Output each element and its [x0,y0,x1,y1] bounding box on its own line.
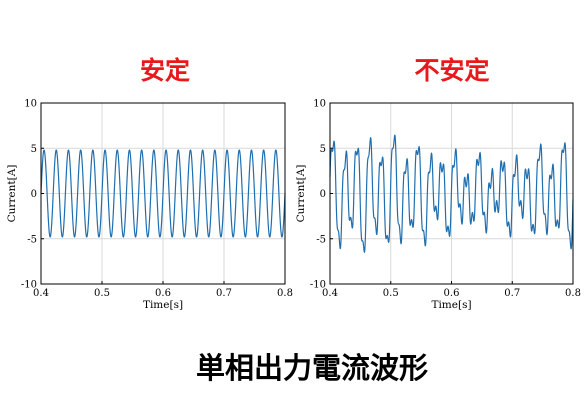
x-tick-label: 0.7 [216,288,232,299]
y-tick-label: 10 [313,99,326,110]
y-tick-label: -5 [316,234,326,245]
series-line-current [329,134,574,254]
chart-title: 安定 [140,56,190,85]
figure-caption: 単相出力電流波形 [196,351,428,385]
x-tick-label: 0.4 [322,288,338,299]
y-tick-label: 5 [320,144,326,155]
y-tick-label: 0 [31,189,37,200]
x-axis-label: Time[s] [143,299,183,311]
x-tick-label: 0.8 [277,288,293,299]
series-line-current [40,149,286,238]
x-tick-label: 0.5 [383,288,399,299]
y-tick-label: -10 [21,280,37,291]
x-tick-label: 0.5 [94,288,110,299]
chart-title: 不安定 [414,56,489,85]
x-tick-label: 0.6 [155,288,171,299]
y-tick-label: 5 [31,144,37,155]
y-tick-label: 0 [320,189,326,200]
y-tick-label: -10 [310,280,326,291]
y-tick-label: 10 [24,99,37,110]
x-tick-label: 0.6 [444,288,460,299]
x-tick-label: 0.8 [565,288,581,299]
x-tick-label: 0.4 [33,288,49,299]
x-tick-label: 0.7 [504,288,520,299]
y-tick-label: -5 [27,234,37,245]
y-axis-label: Current[A] [295,165,307,223]
y-axis-label: Current[A] [6,165,18,223]
x-axis-label: Time[s] [431,299,471,311]
